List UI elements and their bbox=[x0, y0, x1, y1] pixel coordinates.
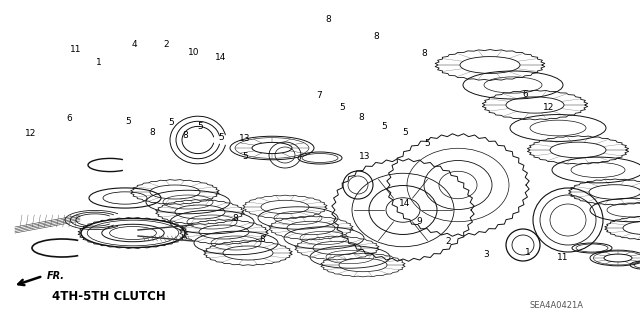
Text: 2: 2 bbox=[445, 237, 451, 246]
Text: 1: 1 bbox=[97, 58, 102, 67]
Text: 5: 5 bbox=[168, 118, 173, 127]
Text: 5: 5 bbox=[243, 152, 248, 161]
Text: 12: 12 bbox=[25, 130, 36, 138]
Text: 4: 4 bbox=[132, 40, 137, 49]
Text: 5: 5 bbox=[218, 133, 223, 142]
Text: 5: 5 bbox=[125, 117, 131, 126]
Text: 8: 8 bbox=[422, 49, 427, 58]
Text: 8: 8 bbox=[326, 15, 331, 24]
Text: FR.: FR. bbox=[47, 271, 65, 281]
Text: 3: 3 bbox=[484, 250, 489, 259]
Text: 8: 8 bbox=[260, 235, 265, 244]
Text: 5: 5 bbox=[381, 122, 387, 130]
Text: 8: 8 bbox=[359, 113, 364, 122]
Text: 9: 9 bbox=[417, 217, 422, 226]
Text: 14: 14 bbox=[399, 199, 411, 208]
Text: 14: 14 bbox=[215, 53, 227, 62]
Text: 4TH-5TH CLUTCH: 4TH-5TH CLUTCH bbox=[52, 291, 166, 303]
Text: 12: 12 bbox=[543, 103, 555, 112]
Text: 6: 6 bbox=[522, 90, 527, 99]
Text: SEA4A0421A: SEA4A0421A bbox=[530, 300, 584, 309]
Text: 11: 11 bbox=[557, 253, 569, 262]
Text: 8: 8 bbox=[374, 32, 379, 41]
Text: 5: 5 bbox=[425, 139, 430, 148]
Text: 10: 10 bbox=[188, 48, 199, 57]
Text: 6: 6 bbox=[67, 114, 72, 122]
Text: 7: 7 bbox=[316, 91, 321, 100]
Text: 5: 5 bbox=[340, 103, 345, 112]
Text: 1: 1 bbox=[525, 248, 531, 256]
Text: 13: 13 bbox=[359, 152, 371, 161]
Text: 8: 8 bbox=[150, 128, 155, 137]
Text: 5: 5 bbox=[403, 128, 408, 137]
Text: 8: 8 bbox=[183, 131, 188, 140]
Text: 8: 8 bbox=[233, 214, 238, 223]
Text: 2: 2 bbox=[164, 40, 169, 48]
Text: 11: 11 bbox=[70, 45, 81, 54]
Text: 13: 13 bbox=[239, 134, 251, 143]
Text: 5: 5 bbox=[198, 122, 203, 130]
